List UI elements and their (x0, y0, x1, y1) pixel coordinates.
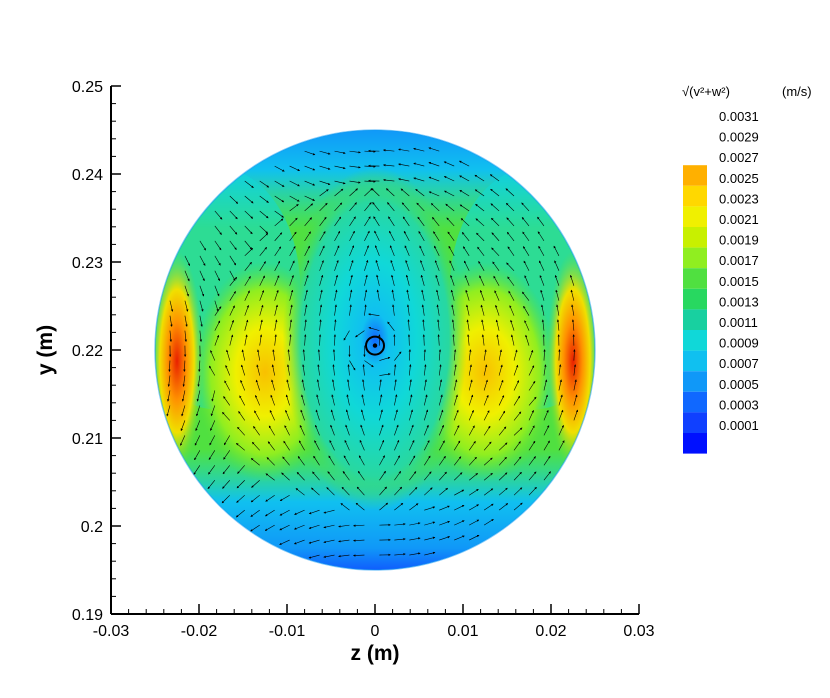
y-tick-label: 0.23 (72, 255, 103, 272)
legend-level-label: 0.0007 (719, 356, 759, 371)
contour-left-crescent (151, 251, 204, 471)
legend-level-label: 0.0027 (719, 150, 759, 165)
legend-unit: (m/s) (782, 84, 812, 99)
legend-swatch (683, 392, 707, 413)
legend-swatch (683, 268, 707, 289)
y-tick-label: 0.19 (72, 607, 103, 624)
vortex-center-point (373, 343, 377, 347)
legend-swatch (683, 371, 707, 392)
legend-level-label: 0.0009 (719, 336, 759, 351)
legend-swatch (683, 289, 707, 310)
legend-swatch (683, 206, 707, 227)
y-tick-label: 0.21 (72, 431, 103, 448)
legend-level-label: 0.0017 (719, 253, 759, 268)
x-tick-label: 0.01 (447, 623, 478, 640)
y-tick-label: 0.2 (81, 519, 103, 536)
y-tick-label: 0.25 (72, 79, 103, 96)
y-tick-label: 0.24 (72, 167, 103, 184)
x-tick-label: -0.02 (181, 623, 218, 640)
legend-level-label: 0.0015 (719, 274, 759, 289)
y-axis-title: y (m) (34, 325, 57, 375)
colorbar-legend: √(v²+w²) (m/s) 0.0031 0.0029 0.0027 0.0025 0… (682, 84, 812, 454)
legend-swatch (683, 248, 707, 269)
legend-level-label: 0.0005 (719, 377, 759, 392)
legend-level-label: 0.0001 (719, 418, 759, 433)
legend-swatch (683, 309, 707, 330)
legend-level-label: 0.0003 (719, 397, 759, 412)
legend-swatch (683, 165, 707, 186)
legend-level-label: 0.0013 (719, 294, 759, 309)
x-tick-label: -0.03 (93, 623, 130, 640)
x-axis-title: z (m) (351, 642, 400, 665)
x-tick-label: -0.01 (269, 623, 306, 640)
legend-swatch (683, 433, 707, 454)
x-tick-label: 0 (371, 623, 380, 640)
legend-level-label: 0.0031 (719, 109, 759, 124)
legend-swatch (683, 330, 707, 351)
legend-level-label: 0.0029 (719, 130, 759, 145)
legend-level-label: 0.0019 (719, 233, 759, 248)
legend-level-label: 0.0021 (719, 212, 759, 227)
y-tick-label: 0.22 (72, 343, 103, 360)
legend-level-label: 0.0011 (719, 315, 758, 330)
x-tick-label: 0.02 (535, 623, 566, 640)
legend-swatch (683, 351, 707, 372)
legend-level-label: 0.0023 (719, 191, 759, 206)
x-tick-label: 0.03 (623, 623, 654, 640)
legend-level-label: 0.0025 (719, 171, 759, 186)
legend-swatch (683, 412, 707, 433)
legend-swatch (683, 186, 707, 207)
legend-swatch (683, 227, 707, 248)
legend-title: √(v²+w²) (682, 84, 730, 99)
